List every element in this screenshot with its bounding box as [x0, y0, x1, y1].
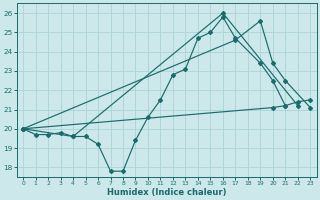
X-axis label: Humidex (Indice chaleur): Humidex (Indice chaleur): [107, 188, 227, 197]
